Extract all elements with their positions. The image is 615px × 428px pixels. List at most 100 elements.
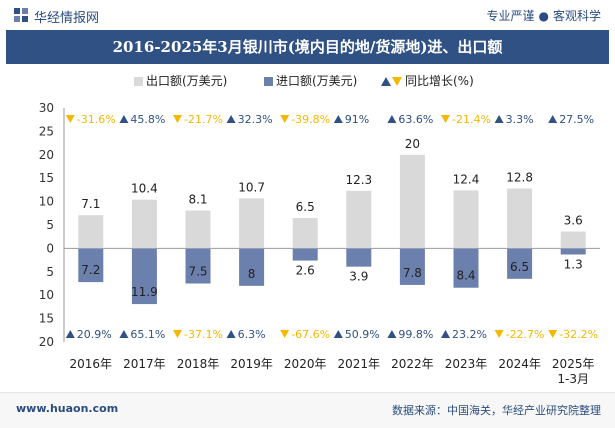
y-tick-label: 15 xyxy=(39,171,54,185)
export-value-label: 20 xyxy=(405,137,420,151)
import-yoy-up-icon xyxy=(441,330,450,338)
y-tick-label: 25 xyxy=(39,124,54,138)
export-bar xyxy=(507,188,533,249)
import-yoy-down-icon xyxy=(280,330,290,338)
export-value-label: 6.5 xyxy=(296,200,315,214)
import-bar xyxy=(507,248,533,279)
import-bar xyxy=(239,248,265,286)
export-yoy-up-icon xyxy=(548,115,558,123)
import-yoy-down-icon xyxy=(494,330,504,338)
export-bar xyxy=(185,210,211,249)
export-bar xyxy=(560,231,586,249)
y-tick-label: 10 xyxy=(39,288,54,302)
import-value-label: 8.4 xyxy=(456,269,475,283)
import-bar xyxy=(453,248,479,288)
import-value-label: 2.6 xyxy=(296,264,315,278)
legend-down-triangle-icon xyxy=(392,77,402,86)
import-yoy-up-icon xyxy=(65,330,75,338)
legend-export-label: 出口额(万美元) xyxy=(146,74,227,88)
export-yoy-down-icon xyxy=(280,115,290,123)
import-value-label: 7.8 xyxy=(403,266,422,280)
import-value-label: 11.9 xyxy=(131,285,158,299)
export-yoy-up-icon xyxy=(387,115,397,123)
export-bar xyxy=(239,198,265,249)
export-bar xyxy=(131,199,157,249)
chart-title: 2016-2025年3月银川市(境内目的地/货源地)进、出口额 xyxy=(6,30,609,64)
import-value-label: 6.5 xyxy=(510,260,529,274)
import-yoy-up-icon xyxy=(387,330,397,338)
export-value-label: 3.6 xyxy=(564,214,583,228)
import-yoy-label: -67.6% xyxy=(291,328,330,341)
tagline-separator: ● xyxy=(538,9,549,23)
export-yoy-label: 63.6% xyxy=(398,113,433,126)
import-bar xyxy=(185,248,211,284)
chart-svg: 出口额(万美元) 进口额(万美元) 同比增长(%) 30 25 20 15 10 5 0 5 10 15… xyxy=(39,74,600,386)
export-yoy-up-icon xyxy=(226,115,236,123)
y-tick-label: 5 xyxy=(46,265,54,279)
x-category-label: 2017年 xyxy=(123,357,166,371)
x-category-label: 2021年 xyxy=(338,357,381,371)
import-value-label: 3.9 xyxy=(349,270,368,284)
export-yoy-label: -39.8% xyxy=(291,113,330,126)
import-bar xyxy=(346,248,372,267)
import-yoy-up-icon xyxy=(119,330,129,338)
export-yoy-up-icon xyxy=(119,115,129,123)
huajing-logo-icon xyxy=(14,8,28,22)
x-category-label: 2025年 xyxy=(552,357,595,371)
import-yoy-label: -32.2% xyxy=(559,328,598,341)
export-bar xyxy=(453,190,479,249)
data-source: 数据来源：中国海关，华经产业研究院整理 xyxy=(392,404,601,417)
tagline-right: 客观科学 xyxy=(552,9,601,23)
export-yoy-label: 32.3% xyxy=(238,113,273,126)
export-bar xyxy=(399,154,425,249)
y-tick-label: 10 xyxy=(39,195,54,209)
export-value-label: 10.7 xyxy=(238,180,265,194)
legend-up-triangle-icon xyxy=(381,77,391,86)
import-yoy-down-icon xyxy=(173,330,182,338)
import-yoy-down-icon xyxy=(548,330,558,338)
x-category-label: 2022年 xyxy=(391,357,434,371)
legend-import-swatch xyxy=(264,77,273,86)
import-yoy-label: 20.9% xyxy=(77,328,112,341)
import-yoy-label: 50.9% xyxy=(345,328,380,341)
tagline: 专业严谨 ● 客观科学 xyxy=(486,7,601,24)
import-yoy-label: 65.1% xyxy=(130,328,165,341)
brand-name: 华经情报网 xyxy=(34,11,100,26)
import-yoy-label: 6.3% xyxy=(238,328,266,341)
y-tick-label: 5 xyxy=(46,218,54,232)
import-yoy-up-icon xyxy=(226,330,236,338)
y-tick-label: 0 xyxy=(46,241,54,255)
x-category-label: 2024年 xyxy=(498,357,541,371)
import-yoy-label: 23.2% xyxy=(452,328,487,341)
tagline-left: 专业严谨 xyxy=(486,9,535,23)
import-bar xyxy=(560,248,586,255)
x-category-label-line2: 1-3月 xyxy=(557,372,589,386)
export-yoy-up-icon xyxy=(494,115,504,123)
x-category-label: 2016年 xyxy=(70,357,113,371)
import-value-label: 7.2 xyxy=(81,263,100,277)
export-yoy-down-icon xyxy=(65,115,75,123)
import-yoy-label: -37.1% xyxy=(184,328,223,341)
x-category-label: 2018年 xyxy=(177,357,220,371)
export-value-label: 12.8 xyxy=(506,170,533,184)
export-value-label: 12.3 xyxy=(345,173,372,187)
import-bar xyxy=(131,248,157,305)
y-tick-label: 30 xyxy=(39,101,54,115)
export-bar xyxy=(78,215,104,249)
x-category-label: 2023年 xyxy=(445,357,488,371)
export-bar xyxy=(292,217,318,249)
x-category-label: 2019年 xyxy=(230,357,273,371)
import-bar xyxy=(78,248,104,283)
export-value-label: 7.1 xyxy=(81,197,100,211)
export-yoy-down-icon xyxy=(173,115,182,123)
site-url: www.huaon.com xyxy=(16,402,119,415)
export-yoy-label: 3.3% xyxy=(506,113,534,126)
chart-area: 出口额(万美元) 进口额(万美元) 同比增长(%) 30 25 20 15 10 5 0 5 10 15… xyxy=(0,66,615,386)
export-yoy-label: -31.6% xyxy=(77,113,116,126)
import-yoy-label: 99.8% xyxy=(398,328,433,341)
legend-import-label: 进口额(万美元) xyxy=(276,74,357,88)
import-bar xyxy=(399,248,425,285)
export-bar xyxy=(346,190,372,249)
footer-bar: www.huaon.com 数据来源：中国海关，华经产业研究院整理 xyxy=(0,392,615,428)
export-value-label: 12.4 xyxy=(453,172,480,186)
